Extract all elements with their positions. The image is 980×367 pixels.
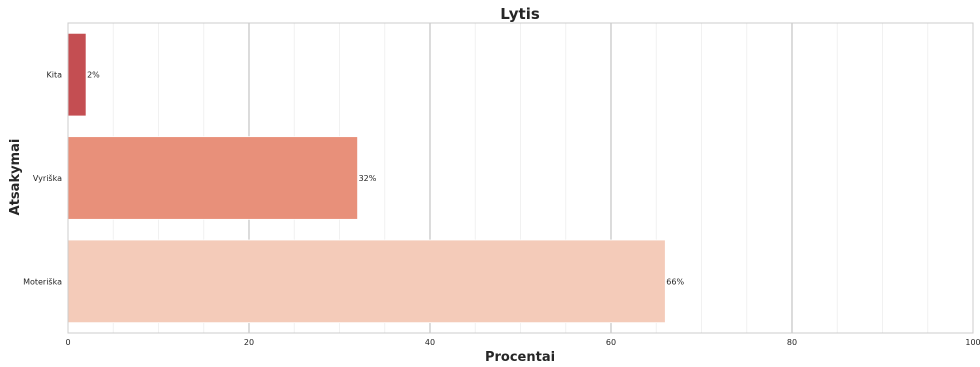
- y-axis-label: Atsakymai: [8, 139, 23, 216]
- x-tick-label: 20: [244, 338, 254, 347]
- y-tick-label: Kita: [46, 71, 62, 80]
- bar-data-label: 66%: [666, 277, 684, 286]
- x-tick-label: 100: [965, 338, 980, 347]
- x-tick-label: 40: [425, 338, 435, 347]
- grid-layer: [112, 23, 929, 333]
- ticks-layer: Kita Vyriška Moteriška 0 20 40 60 80 100: [23, 71, 980, 347]
- bar-2: [67, 136, 359, 220]
- bar-3: [67, 239, 666, 324]
- plot-frame: [67, 22, 974, 334]
- y-tick-label: Vyriška: [33, 173, 62, 183]
- y-tick-label: Moteriška: [23, 276, 62, 286]
- x-tick-label: 80: [787, 338, 797, 347]
- bar-data-label: 32%: [359, 174, 377, 183]
- chart-title: Lytis: [500, 5, 540, 23]
- x-tick-label: 0: [65, 338, 70, 347]
- x-axis-label: Procentai: [485, 350, 555, 363]
- data-labels-layer: 2% 32% 66%: [87, 71, 684, 287]
- bar-1: [67, 32, 87, 117]
- bars-layer: [67, 32, 666, 324]
- x-tick-label: 60: [606, 338, 616, 347]
- bar-data-label: 2%: [87, 71, 100, 80]
